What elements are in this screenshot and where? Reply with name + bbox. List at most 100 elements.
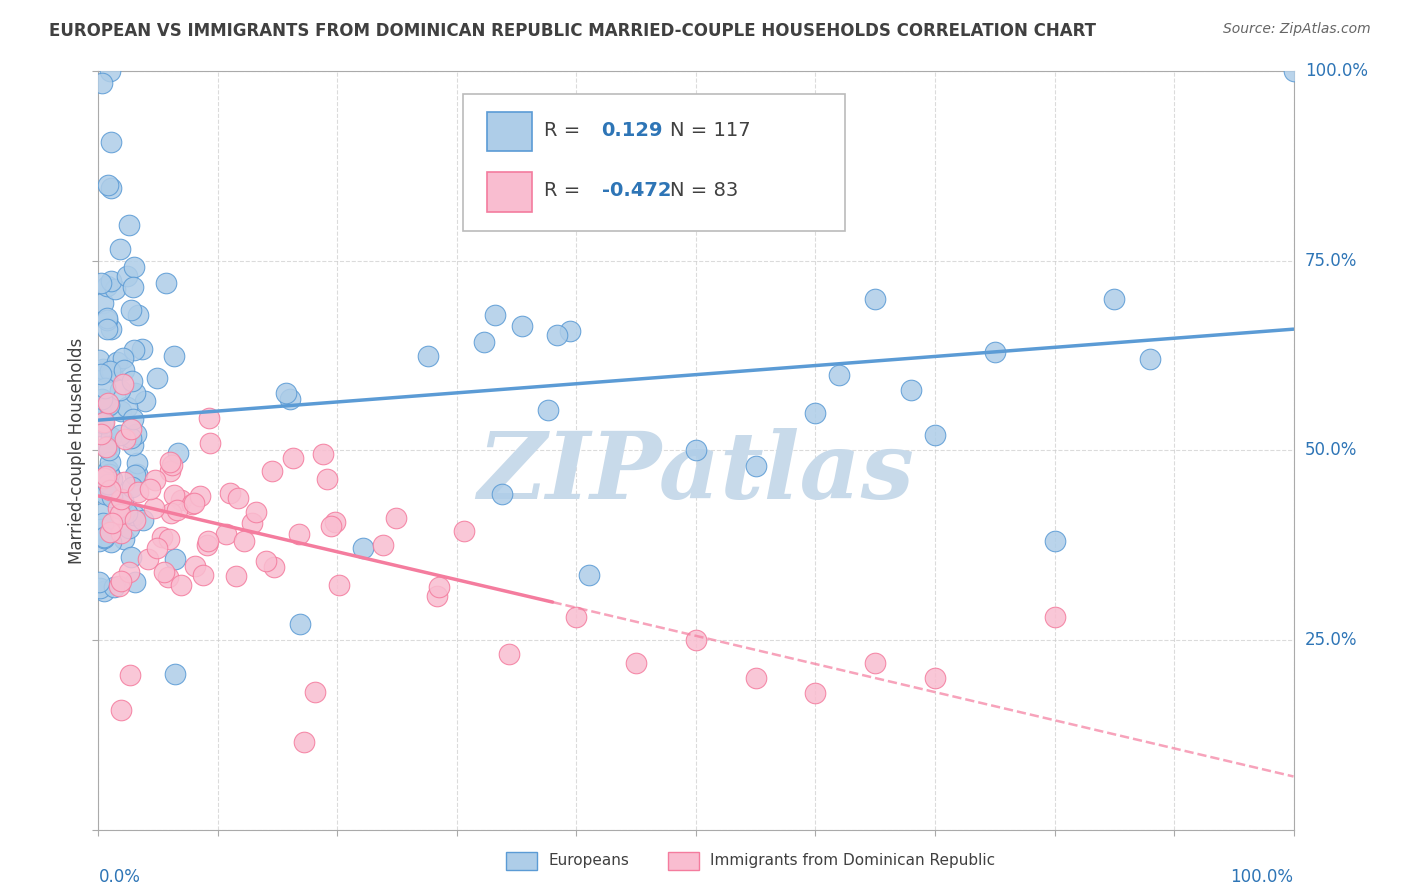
- Point: [97, 440, 120, 454]
- Point: [100, 135, 122, 149]
- Point: [312, 447, 335, 461]
- Text: 25.0%: 25.0%: [1305, 631, 1357, 649]
- Point: [685, 443, 707, 458]
- Point: [484, 308, 506, 322]
- Point: [93, 416, 115, 430]
- Point: [157, 570, 180, 584]
- Point: [94, 486, 117, 500]
- Point: [118, 218, 141, 232]
- Point: [98, 364, 121, 378]
- Point: [292, 735, 315, 749]
- Point: [804, 686, 827, 700]
- Point: [91, 295, 114, 310]
- Point: [90, 368, 112, 382]
- Point: [108, 578, 131, 592]
- Point: [498, 648, 520, 662]
- Point: [89, 401, 111, 416]
- Text: R =: R =: [544, 181, 586, 201]
- Point: [865, 292, 887, 306]
- Point: [118, 668, 141, 682]
- Point: [93, 583, 115, 598]
- Point: [125, 467, 148, 482]
- Text: 100.0%: 100.0%: [1230, 869, 1294, 887]
- Point: [195, 538, 218, 552]
- Point: [134, 393, 156, 408]
- Point: [100, 535, 122, 549]
- Point: [100, 430, 122, 444]
- Point: [98, 64, 121, 78]
- Point: [146, 371, 169, 385]
- Point: [97, 463, 120, 477]
- Point: [96, 310, 118, 325]
- Point: [1043, 534, 1066, 549]
- Point: [101, 516, 124, 530]
- Point: [132, 513, 155, 527]
- Point: [98, 525, 121, 540]
- Point: [745, 671, 768, 685]
- Point: [124, 385, 146, 400]
- Point: [117, 506, 139, 520]
- Point: [122, 508, 145, 522]
- Point: [90, 392, 112, 407]
- Point: [180, 497, 202, 511]
- Point: [416, 349, 439, 363]
- Point: [110, 703, 132, 717]
- Point: [108, 383, 131, 397]
- Point: [94, 440, 117, 454]
- Point: [828, 368, 851, 382]
- Point: [87, 575, 110, 590]
- Point: [94, 381, 117, 395]
- Point: [90, 522, 112, 536]
- Point: [120, 431, 142, 445]
- Point: [218, 486, 240, 500]
- Point: [166, 503, 188, 517]
- Point: [166, 446, 188, 460]
- Point: [146, 541, 169, 556]
- Point: [924, 428, 946, 442]
- Point: [108, 427, 131, 442]
- Point: [110, 574, 132, 588]
- Point: [184, 559, 207, 574]
- Point: [110, 525, 132, 540]
- Point: [112, 475, 135, 489]
- Point: [101, 490, 124, 504]
- Point: [104, 282, 127, 296]
- Text: R =: R =: [544, 120, 586, 140]
- Point: [162, 487, 184, 501]
- Point: [263, 560, 285, 574]
- Point: [321, 519, 343, 533]
- Point: [97, 178, 120, 192]
- Point: [97, 395, 120, 409]
- Point: [100, 273, 122, 287]
- Point: [1104, 292, 1126, 306]
- Point: [97, 477, 120, 491]
- Point: [120, 549, 142, 564]
- Point: [101, 472, 124, 486]
- Point: [124, 426, 146, 441]
- Point: [163, 349, 186, 363]
- Point: [93, 415, 115, 429]
- Point: [183, 495, 205, 509]
- Point: [197, 410, 219, 425]
- Point: [595, 170, 617, 185]
- Point: [107, 500, 129, 515]
- Point: [108, 507, 131, 521]
- Point: [745, 458, 768, 473]
- Y-axis label: Married-couple Households: Married-couple Households: [67, 337, 86, 564]
- Point: [900, 383, 922, 397]
- Point: [91, 362, 114, 376]
- Point: [93, 531, 115, 545]
- Point: [804, 405, 827, 420]
- Point: [114, 432, 136, 446]
- Point: [115, 400, 138, 414]
- Point: [546, 328, 568, 343]
- Point: [98, 467, 121, 481]
- Point: [193, 567, 215, 582]
- Point: [165, 667, 187, 681]
- Point: [89, 418, 111, 433]
- Point: [91, 506, 114, 520]
- Point: [122, 411, 145, 425]
- Point: [112, 532, 135, 546]
- Point: [100, 181, 122, 195]
- Point: [274, 386, 297, 401]
